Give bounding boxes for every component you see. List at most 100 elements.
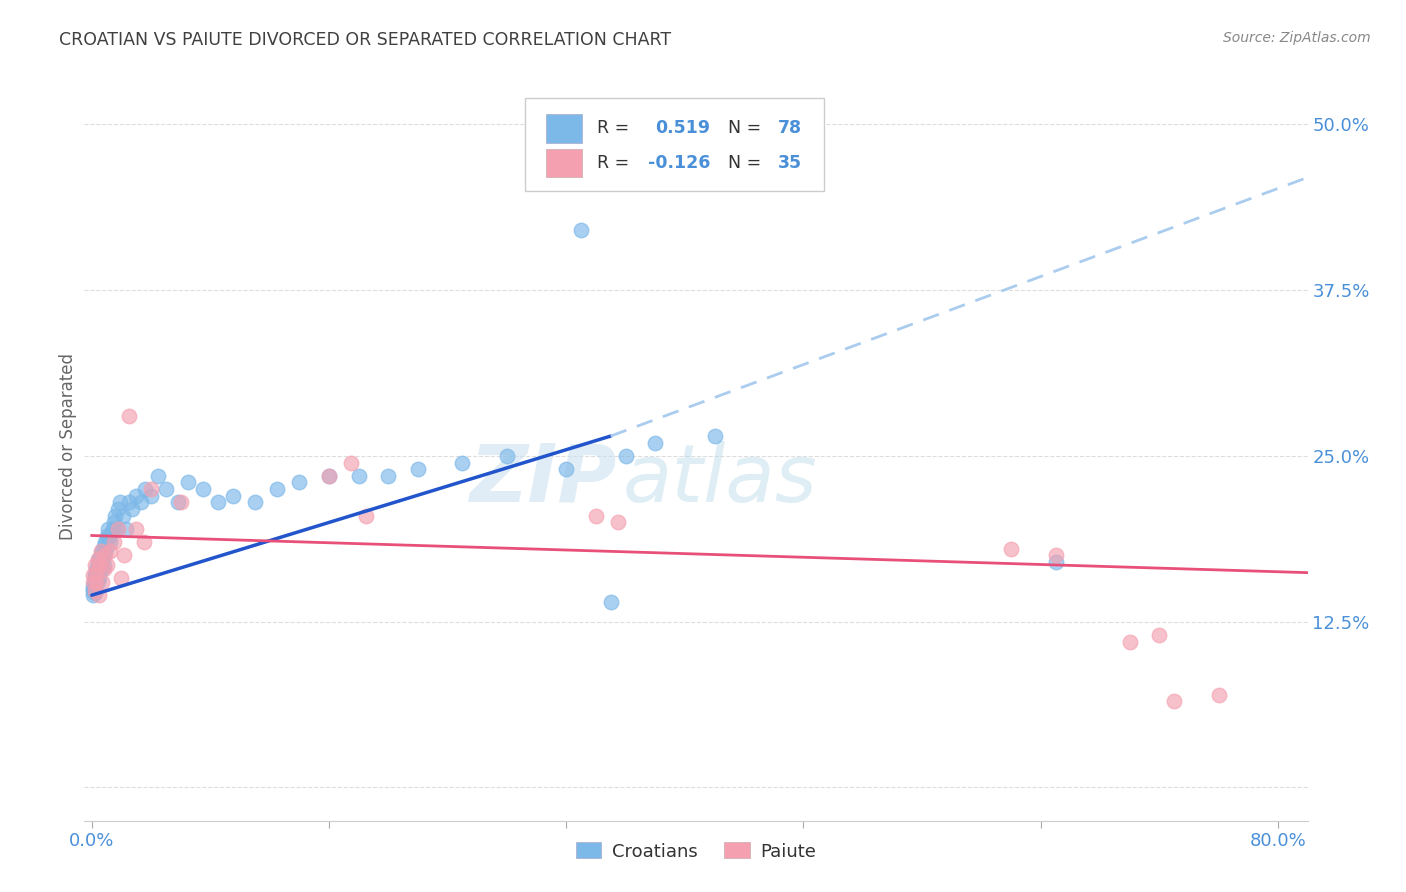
Point (82, 579, 104, 593)
Point (98, 544, 121, 558)
FancyBboxPatch shape (524, 97, 824, 191)
Point (1118, 634, 1140, 648)
Point (104, 508, 127, 523)
Text: R =: R = (598, 153, 634, 172)
Point (115, 522, 138, 536)
Point (82, 568, 104, 582)
Text: R =: R = (598, 120, 634, 137)
Point (89, 558, 111, 572)
Point (82, 584, 104, 599)
Legend: Croatians, Paiute: Croatians, Paiute (568, 835, 824, 868)
Text: atlas: atlas (623, 441, 817, 519)
Point (84, 574, 107, 589)
Point (82, 588, 104, 602)
Point (112, 549, 135, 563)
Point (354, 508, 377, 523)
Point (93, 558, 115, 572)
Text: 78: 78 (778, 120, 801, 137)
Point (125, 489, 148, 503)
Point (347, 468, 370, 483)
Point (644, 435, 666, 450)
Bar (546, 114, 582, 143)
Point (125, 522, 148, 536)
Text: CROATIAN VS PAIUTE DIVORCED OR SEPARATED CORRELATION CHART: CROATIAN VS PAIUTE DIVORCED OR SEPARATED… (59, 31, 671, 49)
Point (1208, 688, 1230, 702)
Point (96, 558, 118, 572)
Point (318, 468, 340, 483)
Point (377, 468, 399, 483)
Point (94, 549, 117, 563)
Point (97, 531, 120, 545)
Point (83, 585, 105, 599)
Point (207, 495, 229, 509)
Point (94, 544, 117, 558)
Point (1149, 628, 1171, 642)
Point (90, 544, 112, 558)
Point (599, 595, 621, 609)
Point (83, 577, 105, 591)
Point (89, 562, 111, 576)
Point (105, 522, 128, 536)
Point (82, 582, 104, 596)
Point (103, 515, 125, 529)
Point (91, 574, 114, 589)
Point (93, 539, 115, 553)
Point (1045, 555, 1067, 569)
Point (89, 564, 111, 578)
Point (585, 508, 607, 523)
Point (496, 449, 519, 463)
Point (83, 574, 105, 589)
Point (100, 525, 122, 540)
Point (703, 429, 725, 443)
Point (155, 482, 177, 496)
Point (97, 522, 120, 536)
Point (107, 502, 129, 516)
Point (607, 515, 630, 529)
Point (86, 564, 108, 578)
Point (89, 552, 111, 566)
Text: -0.126: -0.126 (648, 153, 710, 172)
Point (340, 456, 363, 470)
Point (111, 508, 134, 523)
Point (83, 558, 105, 572)
Point (555, 462, 578, 476)
Point (139, 489, 162, 503)
Point (177, 475, 200, 490)
Point (1000, 541, 1022, 556)
Point (86, 574, 108, 589)
Point (129, 495, 152, 509)
Point (94, 535, 117, 549)
Text: Source: ZipAtlas.com: Source: ZipAtlas.com (1223, 31, 1371, 45)
Point (86, 555, 108, 569)
Point (93, 562, 115, 576)
Point (98, 535, 121, 549)
Point (1045, 549, 1067, 563)
Point (84, 562, 107, 576)
Point (569, 223, 592, 237)
Point (107, 522, 129, 536)
Point (91, 562, 114, 576)
Point (451, 456, 474, 470)
Point (83, 571, 105, 585)
Point (89, 588, 111, 602)
Point (84, 566, 107, 580)
Y-axis label: Divorced or Separated: Divorced or Separated (59, 352, 77, 540)
Point (96, 539, 118, 553)
Point (93, 549, 115, 563)
Point (288, 475, 311, 490)
Point (614, 449, 637, 463)
Point (266, 482, 288, 496)
Point (118, 495, 141, 509)
Point (221, 489, 243, 503)
Point (86, 558, 108, 572)
Point (84, 566, 107, 580)
Point (91, 552, 114, 566)
Point (98, 528, 121, 542)
Text: N =: N = (717, 153, 766, 172)
Point (110, 571, 132, 585)
Point (108, 495, 131, 509)
Text: N =: N = (717, 120, 766, 137)
Point (90, 549, 112, 563)
Point (166, 495, 188, 509)
Point (84, 571, 107, 585)
